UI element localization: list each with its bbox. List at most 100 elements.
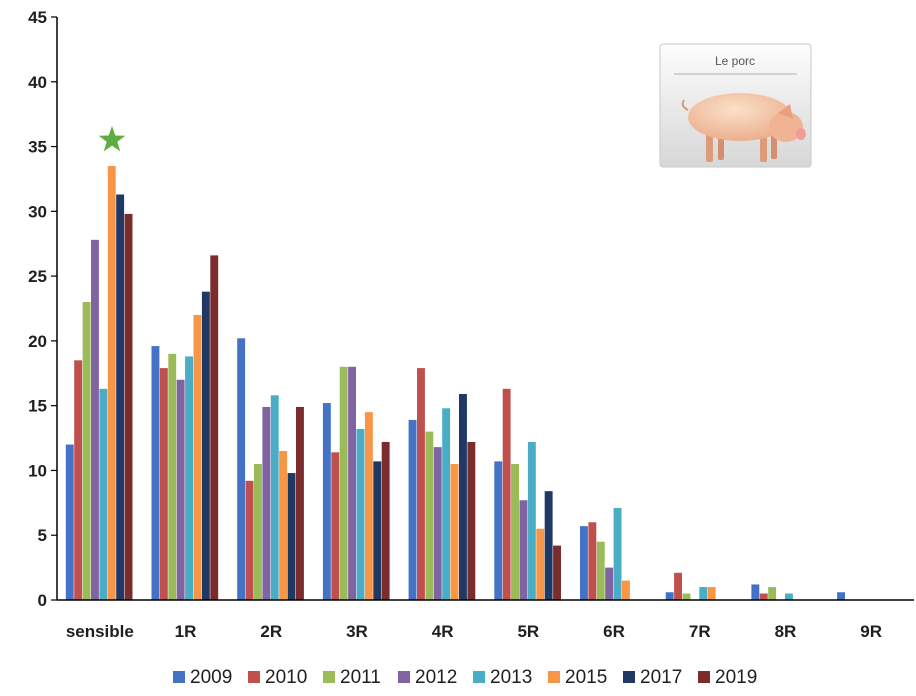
bar-2019-3R — [381, 441, 390, 600]
legend-swatch — [623, 671, 635, 683]
bar-2013-3R — [356, 428, 365, 600]
bar-2010-5R — [502, 388, 511, 600]
bar-2011-2R — [254, 463, 262, 600]
bar-2017-2R — [287, 473, 296, 600]
bar-2011-1R — [168, 353, 177, 600]
legend-swatch — [698, 671, 710, 683]
bar-2017-3R — [373, 461, 382, 600]
bar-2011-3R — [339, 366, 348, 600]
bar-2012-4R — [433, 447, 442, 600]
x-category-label: 7R — [689, 622, 711, 641]
bar-2015-2R — [279, 451, 288, 600]
y-tick-label: 5 — [38, 526, 47, 545]
x-category-label: 9R — [860, 622, 882, 641]
bar-2013-1R — [185, 356, 193, 600]
bar-2012-sensible — [91, 239, 99, 600]
legend-swatch — [323, 671, 335, 683]
bar-2012-1R — [176, 379, 185, 600]
bar-2011-7R — [682, 593, 691, 600]
bar-2009-9R — [837, 592, 845, 600]
y-tick-label: 15 — [28, 397, 47, 416]
legend-swatch — [173, 671, 185, 683]
bar-2010-6R — [588, 522, 597, 600]
bar-2013-2R — [270, 395, 279, 600]
bar-2015-5R — [536, 528, 545, 600]
bar-2011-sensible — [82, 302, 91, 600]
bar-2019-1R — [210, 255, 219, 600]
bar-2015-sensible — [107, 165, 116, 601]
bar-2009-1R — [151, 346, 160, 600]
bar-2015-7R — [707, 587, 716, 600]
inset-caption: Le porc — [715, 54, 755, 68]
bar-2015-4R — [450, 463, 459, 600]
x-category-label: sensible — [66, 622, 134, 641]
bar-2015-1R — [193, 314, 202, 600]
y-tick-label: 40 — [28, 73, 47, 92]
bar-2009-6R — [580, 526, 588, 600]
star-icon — [98, 126, 126, 152]
x-category-label: 1R — [175, 622, 197, 641]
bar-2019-5R — [553, 545, 561, 600]
legend-swatch — [473, 671, 485, 683]
bar-2017-4R — [459, 394, 467, 600]
legend-label: 2011 — [340, 667, 381, 688]
bar-2019-4R — [467, 441, 476, 600]
legend-label: 2012 — [415, 667, 457, 688]
x-axis-labels: sensible 1R 2R 3R 4R 5R 6R 7R 8R 9R — [66, 622, 882, 641]
legend-label: 2010 — [265, 667, 307, 688]
bars — [65, 165, 845, 601]
bar-2011-6R — [596, 541, 605, 600]
bar-2009-8R — [751, 584, 760, 600]
y-tick-label: 25 — [28, 267, 47, 286]
bar-2011-5R — [511, 463, 519, 600]
x-category-label: 3R — [346, 622, 368, 641]
bar-2009-5R — [494, 461, 503, 600]
x-category-label: 8R — [775, 622, 797, 641]
bar-2009-2R — [237, 338, 246, 600]
bar-2010-3R — [331, 452, 340, 600]
legend: 2009 2010 2011 2012 2013 2015 2017 2019 — [173, 667, 757, 688]
bar-2017-5R — [544, 491, 553, 600]
bar-2012-5R — [519, 500, 528, 600]
y-tick-label: 10 — [28, 461, 47, 480]
bar-2015-3R — [364, 412, 373, 600]
bar-2010-8R — [759, 593, 768, 600]
star-marker — [98, 126, 126, 152]
bar-2010-4R — [417, 368, 425, 600]
pig-icon — [681, 93, 806, 162]
bar-2012-2R — [262, 406, 271, 600]
bar-2009-7R — [665, 592, 674, 600]
bar-2010-1R — [159, 368, 168, 600]
bar-2010-sensible — [74, 360, 83, 600]
bar-2010-2R — [245, 480, 254, 600]
x-category-label: 4R — [432, 622, 454, 641]
legend-label: 2019 — [715, 667, 757, 688]
legend-swatch — [248, 671, 260, 683]
x-category-label: 5R — [517, 622, 539, 641]
bar-2017-sensible — [116, 194, 125, 601]
legend-label: 2013 — [490, 667, 532, 688]
bar-2013-6R — [613, 508, 622, 600]
bar-2010-7R — [674, 572, 682, 600]
bar-2011-4R — [425, 431, 434, 600]
bar-2012-6R — [605, 567, 614, 600]
bar-2011-8R — [768, 587, 777, 600]
bar-2013-7R — [699, 587, 708, 600]
bar-2013-5R — [527, 441, 536, 600]
y-axis-ticks: 0 5 10 15 20 25 30 35 40 45 — [28, 8, 57, 610]
legend-swatch — [548, 671, 560, 683]
legend-swatch — [398, 671, 410, 683]
legend-label: 2015 — [565, 667, 607, 688]
bar-2012-3R — [348, 366, 356, 600]
bar-2009-sensible — [65, 444, 74, 600]
bar-2013-sensible — [99, 388, 108, 600]
y-tick-label: 30 — [28, 202, 47, 221]
x-category-label: 2R — [260, 622, 282, 641]
y-tick-label: 20 — [28, 332, 47, 351]
bar-2013-8R — [785, 593, 793, 600]
bar-2015-6R — [622, 580, 630, 600]
y-tick-label: 0 — [38, 591, 47, 610]
bar-2013-4R — [442, 408, 451, 600]
bar-2009-3R — [322, 403, 331, 600]
